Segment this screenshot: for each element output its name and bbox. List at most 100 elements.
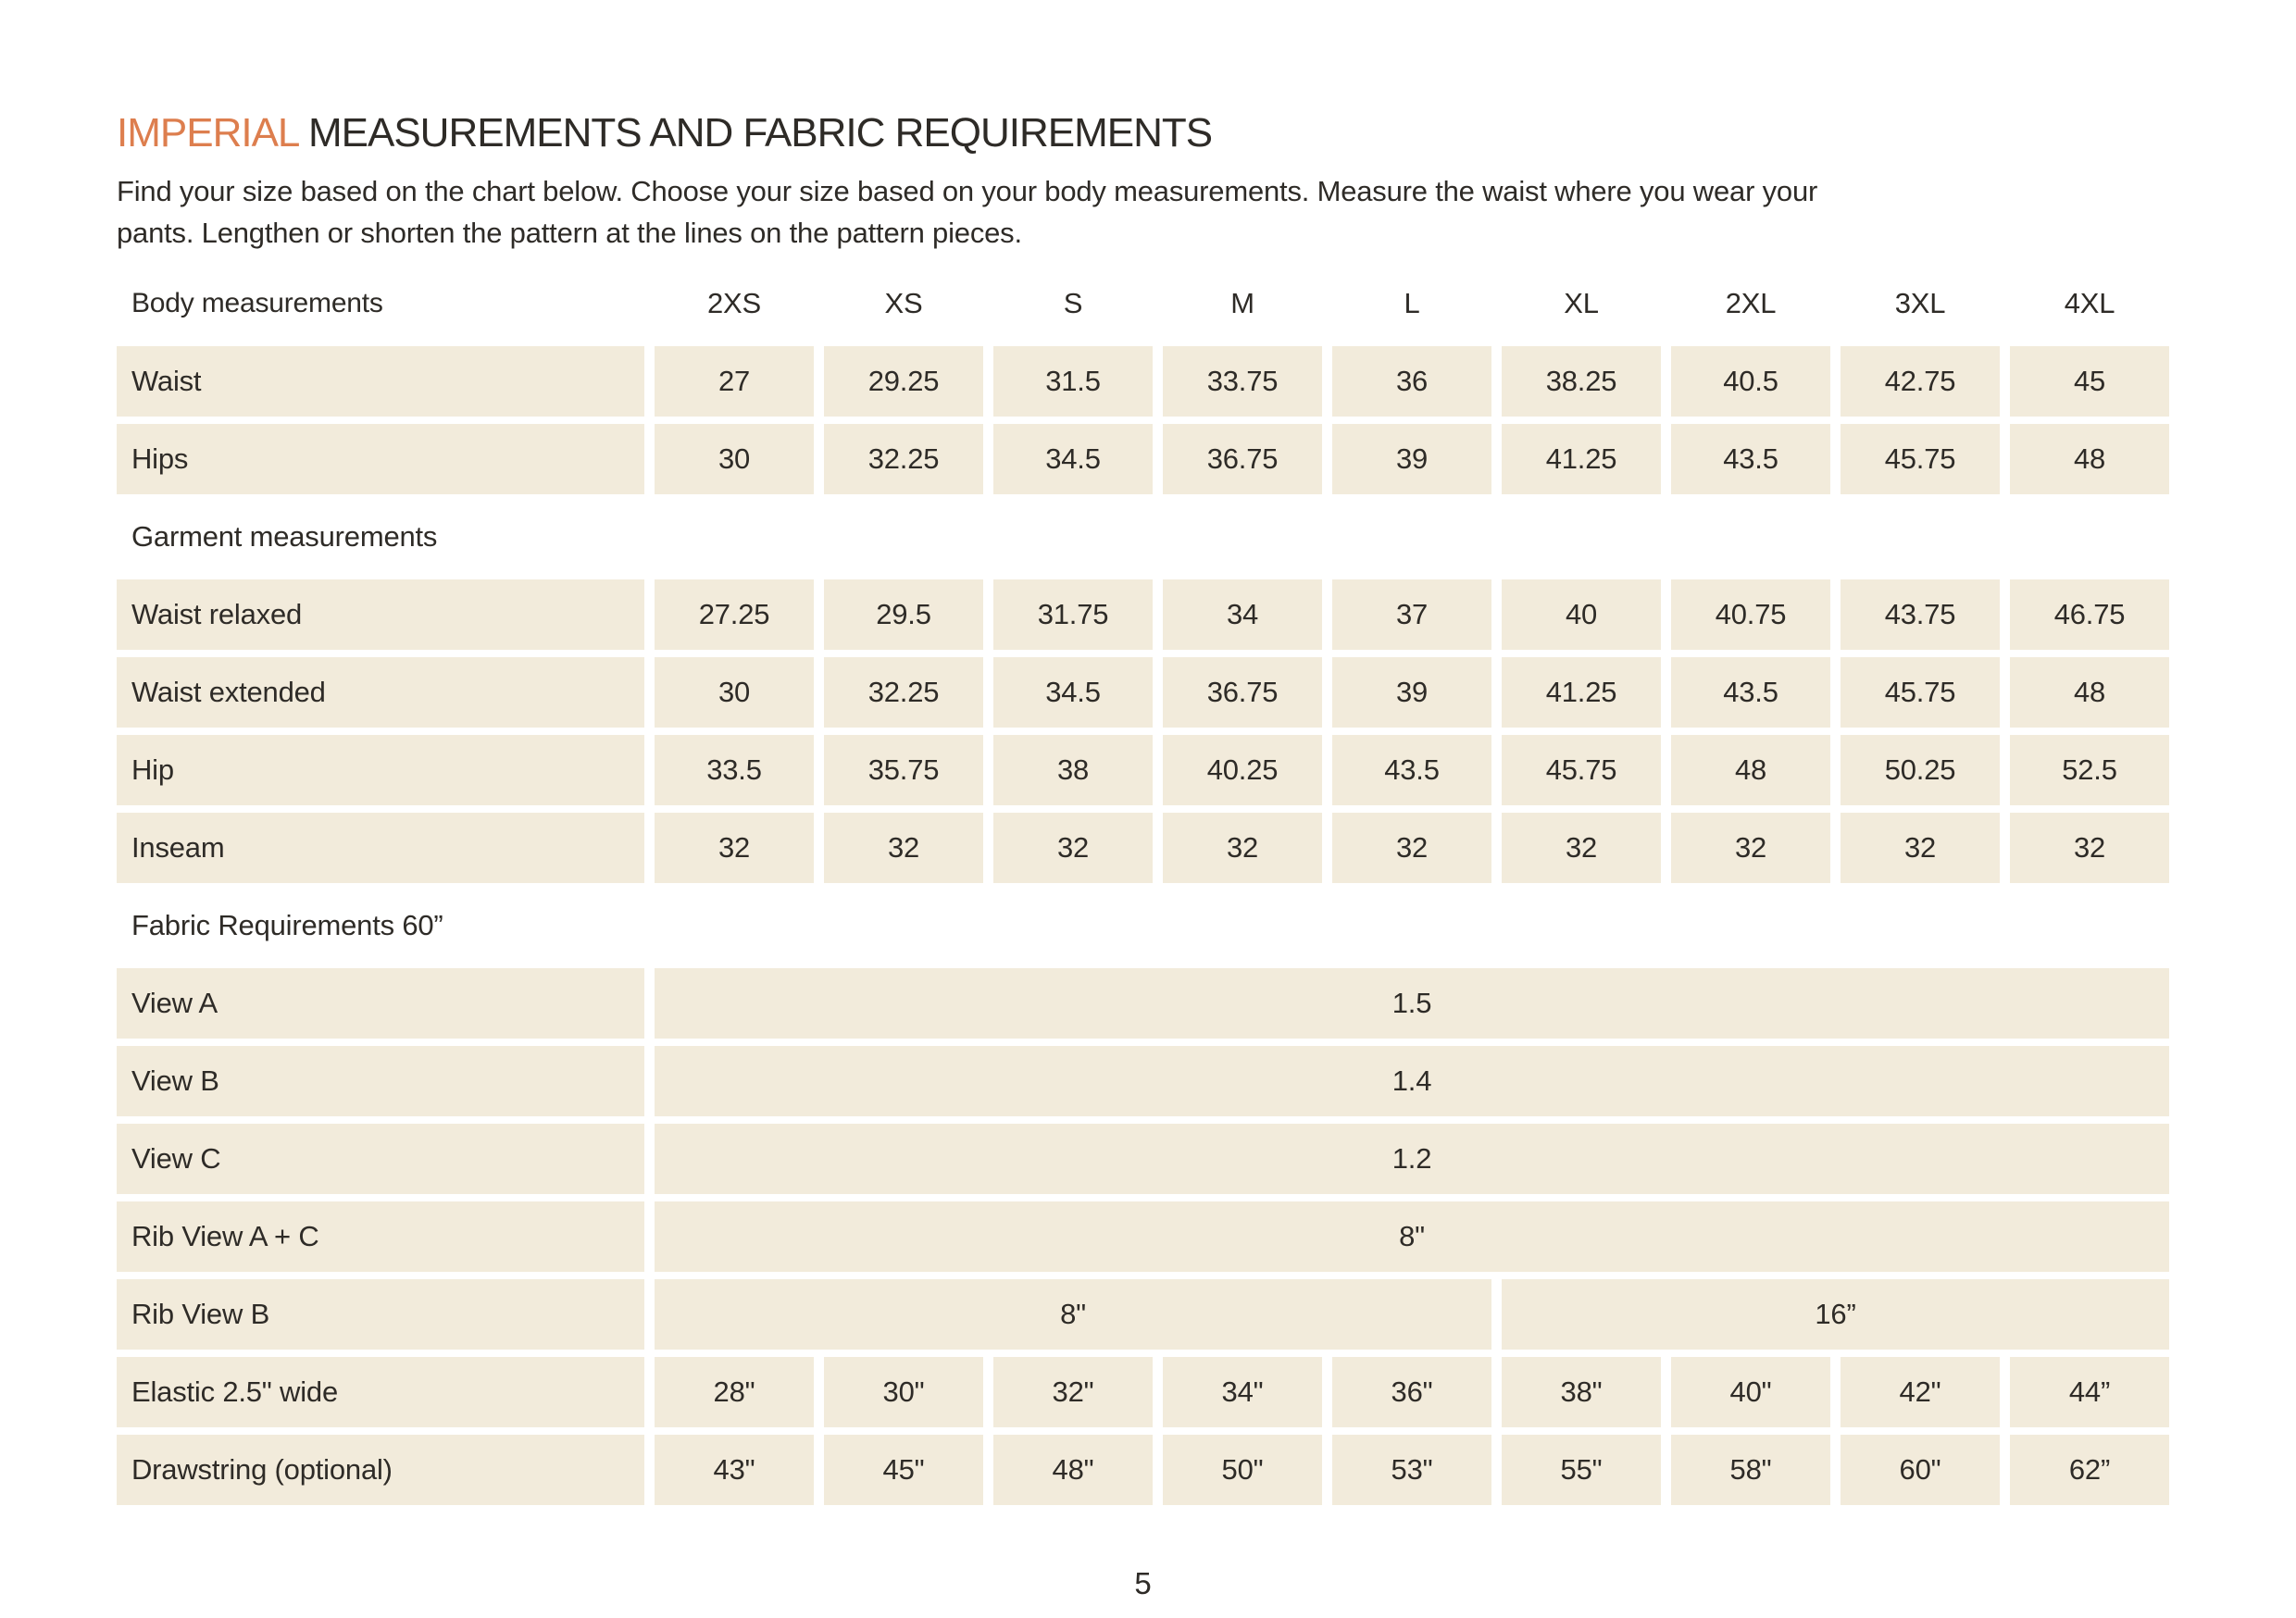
- row-label-cell: View A: [117, 968, 644, 1039]
- value-cell: 32: [655, 813, 814, 883]
- page-content: IMPERIAL MEASUREMENTS AND FABRIC REQUIRE…: [117, 110, 2169, 1600]
- row-label-cell: Rib View A + C: [117, 1201, 644, 1272]
- row-label-cell: View C: [117, 1124, 644, 1194]
- value-cell: 36: [1332, 346, 1491, 417]
- span-value-cell: 8": [655, 1201, 2169, 1272]
- value-cell: 36.75: [1163, 424, 1322, 494]
- value-cell: 30: [655, 657, 814, 728]
- value-cell: 32.25: [824, 657, 983, 728]
- value-cell: 32.25: [824, 424, 983, 494]
- row-label-cell: Hips: [117, 424, 644, 494]
- column-header-size: 2XS: [707, 287, 761, 319]
- size-chart-table: Body measurements 2XS XS S M L XL 2XL 3XL 4XL Wais…: [117, 268, 2169, 1505]
- column-header-size: XL: [1564, 287, 1599, 319]
- value-cell: 28": [655, 1357, 814, 1427]
- value-cell: 32: [1671, 813, 1830, 883]
- value-cell: 32: [1841, 813, 2000, 883]
- row-label-cell: Rib View B: [117, 1279, 644, 1350]
- value-cell: 45.75: [1841, 657, 2000, 728]
- value-cell: 38.25: [1502, 346, 1661, 417]
- value-cell: 43": [655, 1435, 814, 1505]
- value-cell: 43.5: [1671, 657, 1830, 728]
- value-cell: 38": [1502, 1357, 1661, 1427]
- value-cell: 32: [824, 813, 983, 883]
- value-cell: 43.75: [1841, 579, 2000, 650]
- value-cell: 48": [993, 1435, 1153, 1505]
- page-number: 5: [1134, 1566, 1152, 1600]
- value-cell: 45.75: [1502, 735, 1661, 805]
- title-rest: MEASUREMENTS AND FABRIC REQUIREMENTS: [297, 110, 1213, 156]
- section-heading-garment: Garment measurements: [131, 520, 438, 553]
- value-cell: 31.75: [993, 579, 1153, 650]
- value-cell: 36": [1332, 1357, 1491, 1427]
- value-cell: 34.5: [993, 657, 1153, 728]
- value-cell: 32: [2010, 813, 2169, 883]
- value-cell: 32: [993, 813, 1153, 883]
- column-header-size: 3XL: [1894, 287, 1946, 319]
- value-cell: 52.5: [2010, 735, 2169, 805]
- value-cell: 27: [655, 346, 814, 417]
- value-cell: 35.75: [824, 735, 983, 805]
- row-label-cell: Elastic 2.5" wide: [117, 1357, 644, 1427]
- value-cell: 32: [1332, 813, 1491, 883]
- value-cell: 32: [1502, 813, 1661, 883]
- span-value-cell: 1.2: [655, 1124, 2169, 1194]
- column-header-size: M: [1230, 287, 1254, 319]
- title-highlight: IMPERIAL: [117, 110, 299, 156]
- value-cell: 45: [2010, 346, 2169, 417]
- value-cell: 48: [2010, 424, 2169, 494]
- column-header-body-measurements: Body measurements: [131, 288, 383, 318]
- column-header-size: XS: [884, 287, 923, 319]
- row-label-cell: Waist extended: [117, 657, 644, 728]
- row-label-cell: Drawstring (optional): [117, 1435, 644, 1505]
- value-cell: 62”: [2010, 1435, 2169, 1505]
- value-cell: 40.5: [1671, 346, 1830, 417]
- row-label-cell: Hip: [117, 735, 644, 805]
- column-header-size: 4XL: [2064, 287, 2115, 319]
- value-cell: 40.75: [1671, 579, 1830, 650]
- value-cell: 48: [2010, 657, 2169, 728]
- value-cell: 50": [1163, 1435, 1322, 1505]
- value-cell: 37: [1332, 579, 1491, 650]
- value-cell: 34": [1163, 1357, 1322, 1427]
- value-cell: 60": [1841, 1435, 2000, 1505]
- intro-line-1: Find your size based on the chart below.…: [117, 175, 1818, 207]
- value-cell: 40.25: [1163, 735, 1322, 805]
- value-cell: 43.5: [1332, 735, 1491, 805]
- column-header-size: 2XL: [1725, 287, 1777, 319]
- value-cell: 45": [824, 1435, 983, 1505]
- value-cell: 40": [1671, 1357, 1830, 1427]
- value-cell: 39: [1332, 657, 1491, 728]
- value-cell: 50.25: [1841, 735, 2000, 805]
- row-label-cell: Waist relaxed: [117, 579, 644, 650]
- value-cell: 46.75: [2010, 579, 2169, 650]
- intro-line-2: pants. Lengthen or shorten the pattern a…: [117, 217, 1022, 249]
- split-value-cell-left: 8": [655, 1279, 1491, 1350]
- value-cell: 55": [1502, 1435, 1661, 1505]
- value-cell: 31.5: [993, 346, 1153, 417]
- value-cell: 39: [1332, 424, 1491, 494]
- value-cell: 38: [993, 735, 1153, 805]
- value-cell: 40: [1502, 579, 1661, 650]
- value-cell: 36.75: [1163, 657, 1322, 728]
- span-value-cell: 1.4: [655, 1046, 2169, 1116]
- value-cell: 34.5: [993, 424, 1153, 494]
- intro-text: Find your size based on the chart below.…: [117, 170, 2169, 254]
- split-value-cell-right: 16”: [1502, 1279, 2169, 1350]
- value-cell: 32: [1163, 813, 1322, 883]
- value-cell: 45.75: [1841, 424, 2000, 494]
- value-cell: 48: [1671, 735, 1830, 805]
- value-cell: 29.5: [824, 579, 983, 650]
- row-label-cell: View B: [117, 1046, 644, 1116]
- value-cell: 42.75: [1841, 346, 2000, 417]
- value-cell: 30: [655, 424, 814, 494]
- value-cell: 41.25: [1502, 657, 1661, 728]
- value-cell: 42": [1841, 1357, 2000, 1427]
- section-heading-fabric: Fabric Requirements 60”: [131, 909, 443, 941]
- value-cell: 32": [993, 1357, 1153, 1427]
- row-label-cell: Inseam: [117, 813, 644, 883]
- value-cell: 41.25: [1502, 424, 1661, 494]
- value-cell: 43.5: [1671, 424, 1830, 494]
- value-cell: 58": [1671, 1435, 1830, 1505]
- column-header-size: L: [1404, 287, 1420, 319]
